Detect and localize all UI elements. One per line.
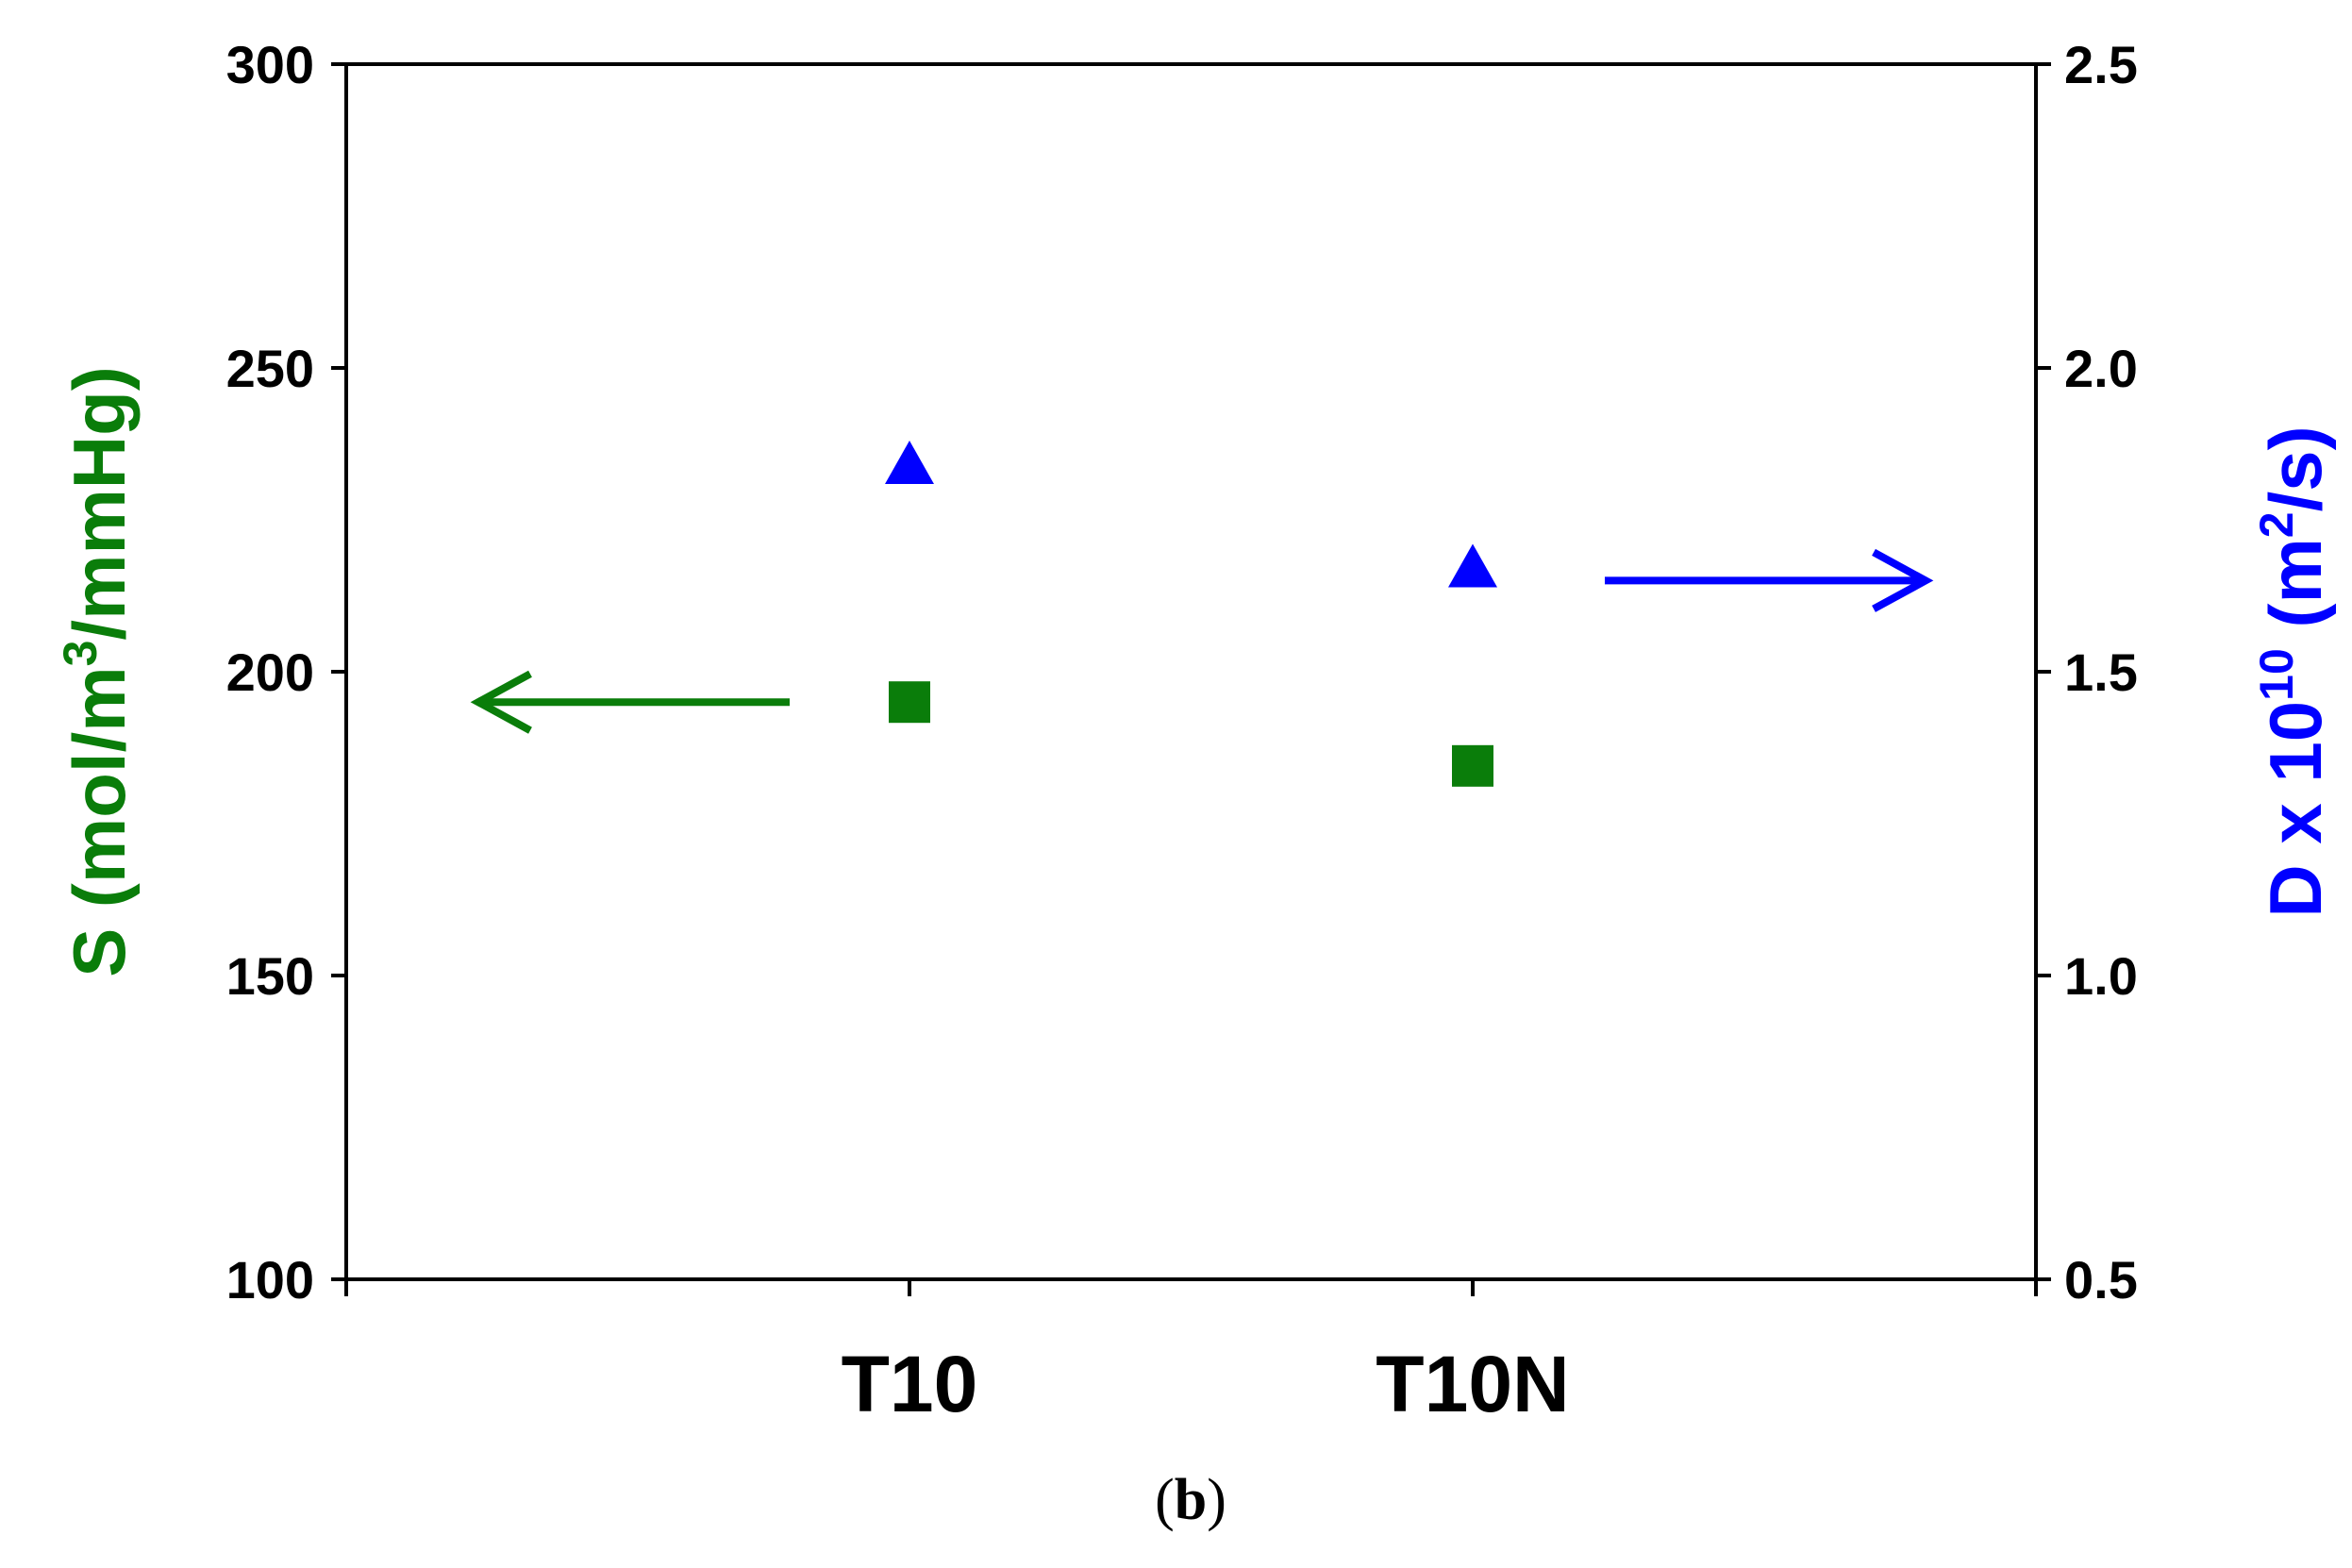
left-tick-label: 200 <box>226 642 314 702</box>
left-axis-title: S (mol/m3/mmHg) <box>54 366 141 977</box>
x-axis: T10 T10N <box>344 1279 2038 1428</box>
left-axis: 100 150 200 250 300 <box>226 35 346 1309</box>
right-tick-label: 2.5 <box>2064 35 2138 94</box>
data-marks <box>885 441 1497 787</box>
annotations <box>470 548 1934 734</box>
figure-caption: (b) <box>1155 1468 1226 1532</box>
left-tick-label: 100 <box>226 1250 314 1309</box>
triangle-marker <box>885 441 934 485</box>
left-tick-label: 150 <box>226 946 314 1006</box>
right-tick-label: 1.5 <box>2064 642 2138 702</box>
left-tick-label: 250 <box>226 339 314 398</box>
plot-frame <box>344 62 2038 1281</box>
arrow-right-head <box>1872 548 1934 612</box>
right-tick-label: 0.5 <box>2064 1250 2138 1309</box>
triangle-marker <box>1448 543 1497 588</box>
square-marker <box>889 681 930 724</box>
arrow-left-head <box>470 670 532 734</box>
right-axis: 0.5 1.0 1.5 2.0 2.5 <box>2036 35 2138 1309</box>
category-label: T10 <box>842 1340 978 1428</box>
category-label: T10N <box>1376 1340 1569 1428</box>
right-tick-label: 2.0 <box>2064 339 2138 398</box>
right-tick-label: 1.0 <box>2064 946 2138 1006</box>
right-axis-title: D x 1010 (m2/s) <box>2250 425 2337 917</box>
square-marker <box>1452 744 1493 787</box>
left-tick-label: 300 <box>226 35 314 94</box>
